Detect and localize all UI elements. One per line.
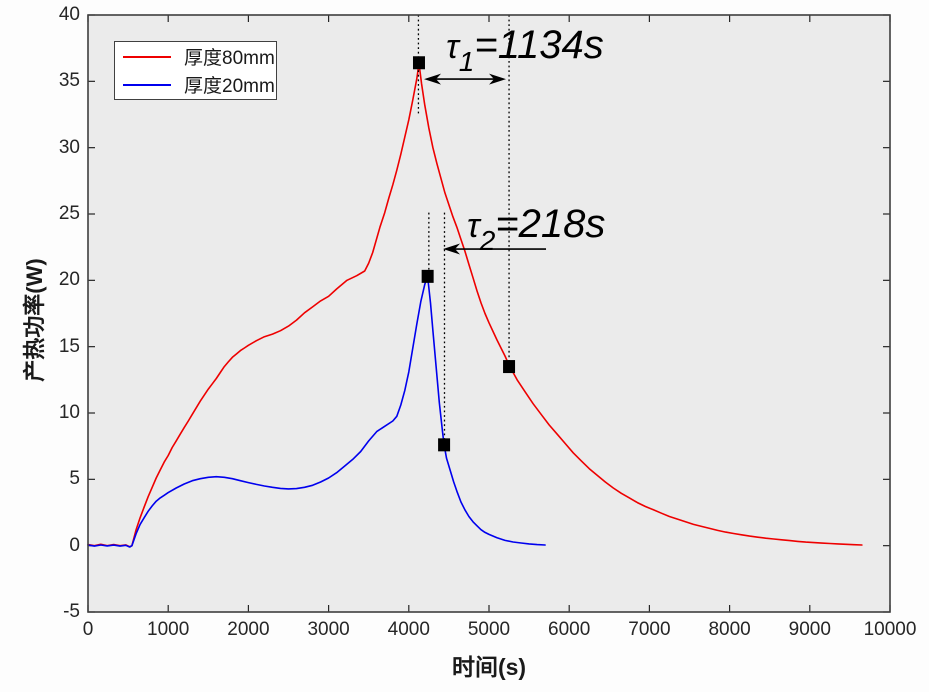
arrowhead-icon — [489, 73, 507, 85]
x-tick-label: 4000 — [387, 619, 430, 640]
data-marker — [438, 438, 451, 452]
x-tick-label: 0 — [82, 619, 94, 640]
data-marker — [503, 360, 516, 374]
arrowhead-icon — [424, 73, 442, 85]
y-tick-label: 25 — [58, 203, 80, 224]
legend-row-0: 厚度80mm — [123, 43, 276, 70]
y-tick-label: 15 — [58, 335, 80, 357]
y-tick-label: 40 — [58, 4, 80, 25]
tau1-label: τ1=1134s — [446, 23, 604, 77]
x-tick-label: 10000 — [863, 619, 917, 640]
x-tick-label: 2000 — [227, 619, 270, 640]
y-tick-label: 5 — [69, 468, 80, 490]
series-line-0 — [87, 62, 863, 548]
data-marker — [412, 56, 425, 70]
series-line-1 — [87, 275, 546, 548]
data-marker — [421, 269, 434, 283]
x-tick-label: 8000 — [708, 619, 751, 640]
y-tick-label: -5 — [63, 601, 80, 622]
legend-label: 厚度20mm — [184, 76, 275, 97]
plot-area — [88, 15, 890, 612]
x-tick-label: 6000 — [548, 619, 591, 640]
x-axis-label: 时间(s) — [451, 654, 527, 680]
arrowhead-icon — [443, 243, 461, 255]
legend: 厚度80mm 厚度20mm — [114, 41, 277, 100]
y-tick-label: 35 — [58, 70, 80, 92]
y-tick-label: 20 — [58, 269, 80, 291]
x-tick-label: 3000 — [307, 619, 350, 640]
tau2-label: τ2=218s — [467, 202, 605, 256]
x-tick-label: 1000 — [147, 619, 190, 640]
legend-line-sample-icon — [123, 55, 171, 58]
y-axis-label: 产热功率(W) — [22, 258, 47, 382]
x-tick-label: 7000 — [628, 619, 671, 640]
legend-row-1: 厚度20mm — [123, 71, 276, 98]
legend-line-sample-icon — [123, 83, 171, 86]
x-tick-label: 9000 — [788, 619, 831, 640]
x-tick-label: 5000 — [467, 619, 511, 640]
y-tick-label: 30 — [58, 136, 80, 158]
plot-border — [87, 14, 891, 613]
y-tick-label: 10 — [58, 402, 80, 423]
legend-label: 厚度80mm — [184, 48, 275, 69]
y-tick-label: 0 — [69, 534, 80, 556]
